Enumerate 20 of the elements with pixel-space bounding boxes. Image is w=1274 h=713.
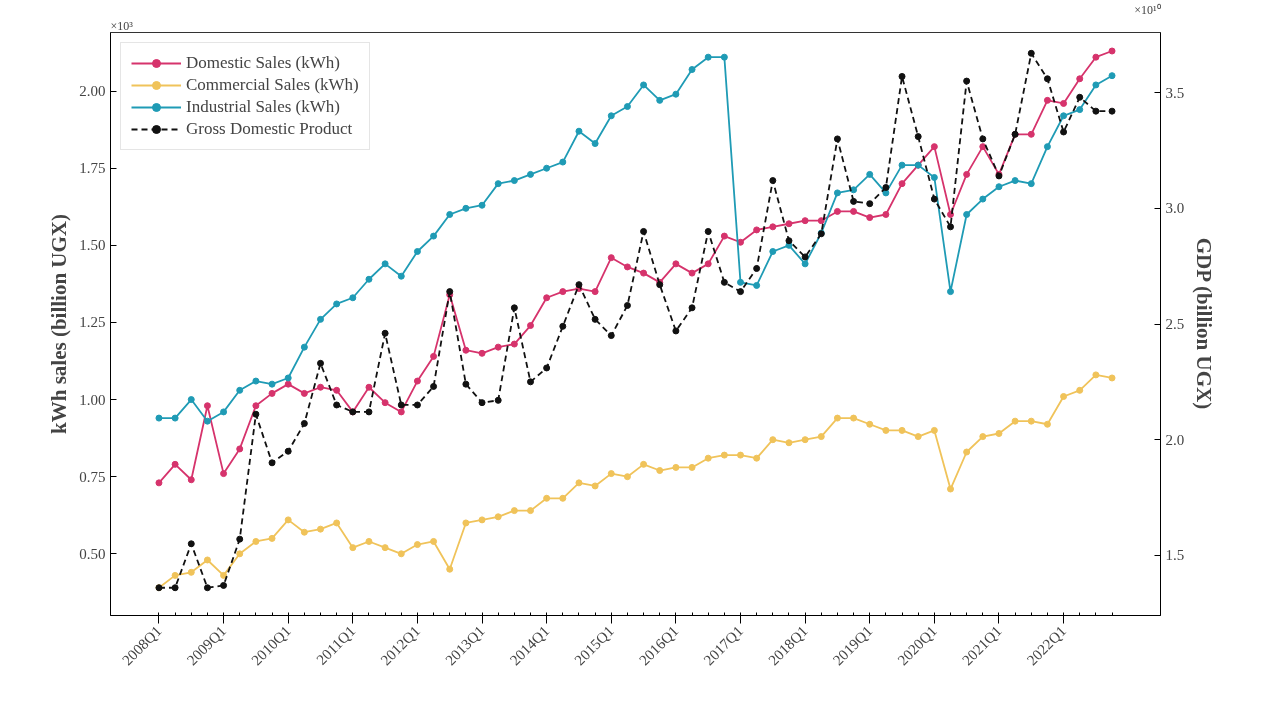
y-tick-label: 1.50 — [79, 237, 106, 254]
y2-tick-label: 3.0 — [1165, 200, 1185, 217]
legend-label: Industrial Sales (kWh) — [186, 97, 340, 117]
y-tick-label: 1.75 — [79, 160, 106, 177]
text: ×10³ — [110, 18, 134, 33]
text: ×10¹⁰ — [1134, 2, 1161, 17]
legend-label: Commercial Sales (kWh) — [186, 75, 359, 95]
y2-tick-label: 3.5 — [1165, 84, 1185, 101]
y2-tick-label: 2.0 — [1165, 431, 1185, 448]
legend-label: Domestic Sales (kWh) — [186, 53, 340, 73]
y-tick-label: 1.00 — [79, 391, 106, 408]
y2-tick-label: 1.5 — [1165, 547, 1185, 564]
y2-axis-title: GDP (billion UGX) — [1192, 237, 1217, 410]
y-tick-label: 0.50 — [79, 545, 106, 562]
y-tick-label: 2.00 — [79, 83, 106, 100]
legend-label: Gross Domestic Product — [186, 119, 353, 139]
y-axis-title: kWh sales (billion UGX) — [47, 214, 72, 434]
y-tick-label: 0.75 — [79, 468, 106, 485]
y-tick-label: 1.25 — [79, 314, 106, 331]
y2-tick-label: 2.5 — [1165, 316, 1185, 332]
